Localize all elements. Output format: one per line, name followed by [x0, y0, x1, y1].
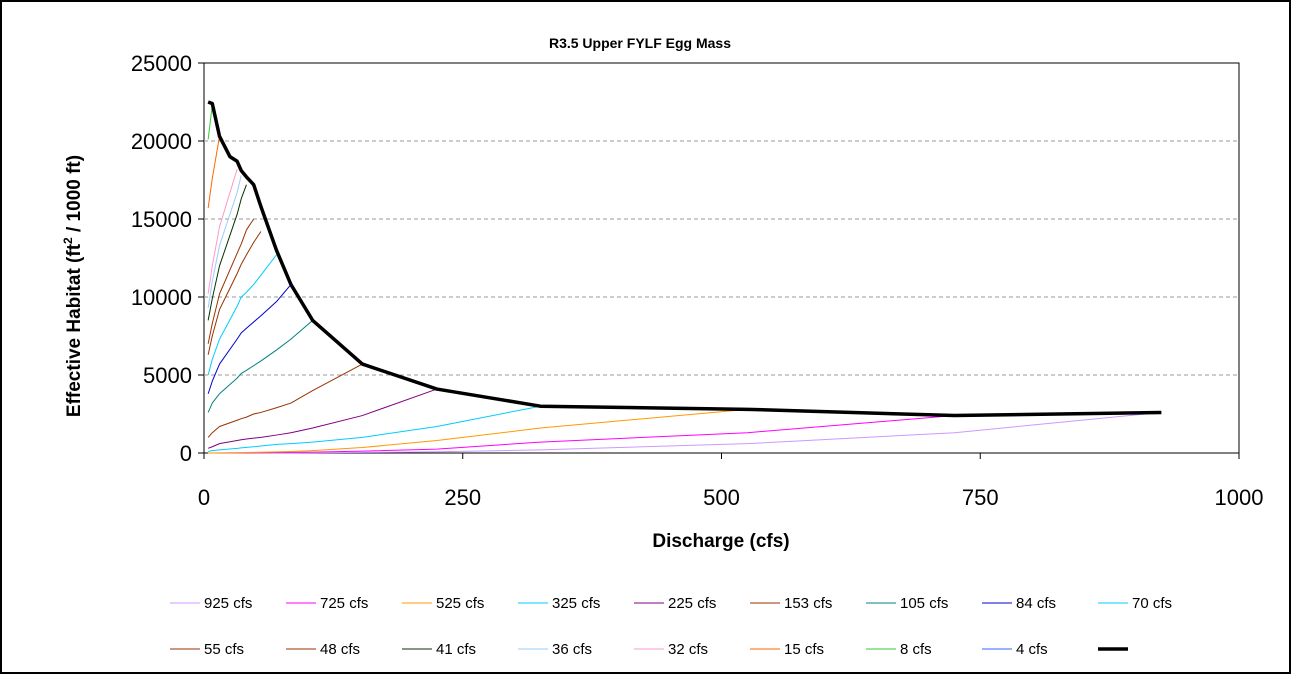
y-tick-label: 10000 — [131, 285, 192, 310]
series-line — [207, 388, 438, 449]
y-axis-label: Effective Habitat (ft2 / 1000 ft) — [61, 155, 85, 417]
y-tick-label: 5000 — [143, 363, 192, 388]
y-axis-label-tail: / 1000 ft) — [64, 155, 85, 237]
x-tick-label: 1000 — [1215, 485, 1264, 510]
legend-label: 55 cfs — [204, 641, 244, 658]
series-line — [207, 184, 247, 321]
series-line — [207, 320, 314, 413]
series-line — [207, 363, 363, 438]
legend-label: 8 cfs — [900, 641, 932, 658]
legend-label: 15 cfs — [784, 641, 824, 658]
series-line — [207, 218, 255, 344]
series-line — [207, 100, 1162, 418]
legend-label: 36 cfs — [552, 641, 592, 658]
series-line — [208, 408, 748, 454]
x-tick-label: 750 — [962, 485, 999, 510]
legend-label: 4 cfs — [1016, 641, 1048, 658]
x-axis-label: Discharge (cfs) — [652, 531, 789, 552]
y-axis-label-main: Effective Habitat (ft — [64, 243, 85, 417]
legend-label: 41 cfs — [436, 641, 476, 658]
legend-label: 84 cfs — [1016, 595, 1056, 612]
series-line — [207, 136, 221, 209]
axes: 0 5000 10000 15000 20000 25000 0 250 500 750 1000 — [131, 51, 1264, 510]
legend-label: 925 cfs — [204, 595, 252, 612]
series-line — [207, 168, 238, 294]
y-axis-label-sup: 2 — [61, 237, 75, 244]
legend-label: 725 cfs — [320, 595, 368, 612]
series-line — [207, 254, 277, 376]
legend-label: 225 cfs — [668, 595, 716, 612]
legend-label: 105 cfs — [900, 595, 948, 612]
legend-label: 525 cfs — [436, 595, 484, 612]
legend-label: 48 cfs — [320, 641, 360, 658]
x-tick-label: 250 — [444, 485, 481, 510]
x-tick-label: 500 — [703, 485, 740, 510]
legend-label: 153 cfs — [784, 595, 832, 612]
legend-label: 32 cfs — [668, 641, 708, 658]
series-line — [207, 105, 213, 140]
y-tick-label: 25000 — [131, 51, 192, 76]
series-layer — [207, 100, 1162, 454]
plot-area — [203, 62, 1240, 454]
legend-label: 70 cfs — [1132, 595, 1172, 612]
y-tick-label: 0 — [180, 441, 192, 466]
gridlines — [204, 140, 1239, 376]
y-tick-label: 20000 — [131, 129, 192, 154]
series-line — [207, 231, 262, 355]
chart-title: R3.5 Upper FYLF Egg Mass — [549, 35, 731, 51]
legend-label: 325 cfs — [552, 595, 600, 612]
x-tick-label: 0 — [198, 485, 210, 510]
y-tick-label: 15000 — [131, 207, 192, 232]
series-line — [207, 175, 242, 308]
legend: 925 cfs 725 cfs 525 cfs 325 cfs 225 cfs 153 c… — [170, 595, 1172, 658]
series-line — [208, 405, 541, 452]
series-line — [207, 284, 292, 394]
